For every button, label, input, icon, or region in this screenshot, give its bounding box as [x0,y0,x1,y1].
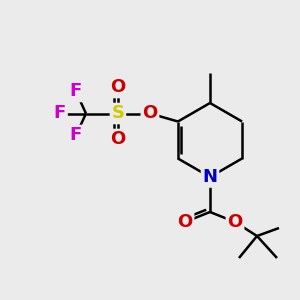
Text: S: S [112,104,124,122]
Text: F: F [70,127,82,145]
Text: O: O [177,213,193,231]
Text: F: F [54,104,66,122]
Text: F: F [70,82,82,100]
Text: O: O [110,130,126,148]
Text: N: N [202,168,217,186]
Text: O: O [142,104,158,122]
Text: O: O [227,213,243,231]
Text: O: O [110,79,126,97]
